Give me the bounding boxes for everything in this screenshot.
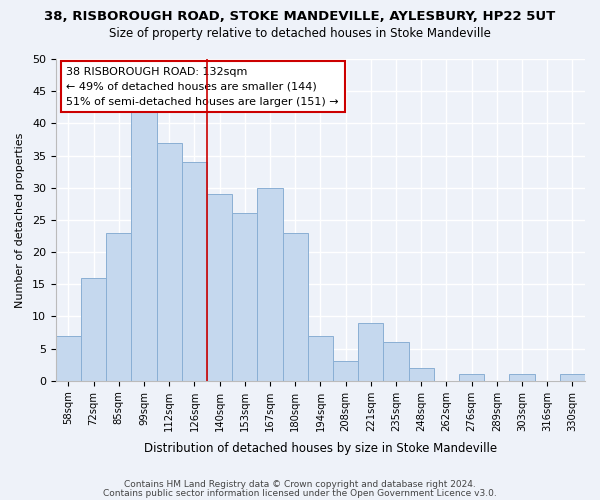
Text: Size of property relative to detached houses in Stoke Mandeville: Size of property relative to detached ho… <box>109 28 491 40</box>
Text: Contains HM Land Registry data © Crown copyright and database right 2024.: Contains HM Land Registry data © Crown c… <box>124 480 476 489</box>
Bar <box>131 110 157 381</box>
Bar <box>182 162 207 381</box>
Bar <box>333 362 358 381</box>
Bar <box>358 323 383 381</box>
Bar <box>106 233 131 381</box>
Bar <box>257 188 283 381</box>
Bar <box>409 368 434 381</box>
Y-axis label: Number of detached properties: Number of detached properties <box>15 132 25 308</box>
Bar <box>459 374 484 381</box>
Bar <box>509 374 535 381</box>
Bar <box>232 214 257 381</box>
Bar <box>56 336 81 381</box>
Text: 38, RISBOROUGH ROAD, STOKE MANDEVILLE, AYLESBURY, HP22 5UT: 38, RISBOROUGH ROAD, STOKE MANDEVILLE, A… <box>44 10 556 23</box>
Bar <box>283 233 308 381</box>
Text: Contains public sector information licensed under the Open Government Licence v3: Contains public sector information licen… <box>103 489 497 498</box>
Bar <box>560 374 585 381</box>
Text: 38 RISBOROUGH ROAD: 132sqm
← 49% of detached houses are smaller (144)
51% of sem: 38 RISBOROUGH ROAD: 132sqm ← 49% of deta… <box>67 67 339 106</box>
Bar <box>81 278 106 381</box>
Bar <box>383 342 409 381</box>
Bar <box>308 336 333 381</box>
Bar <box>157 142 182 381</box>
Bar <box>207 194 232 381</box>
X-axis label: Distribution of detached houses by size in Stoke Mandeville: Distribution of detached houses by size … <box>144 442 497 455</box>
